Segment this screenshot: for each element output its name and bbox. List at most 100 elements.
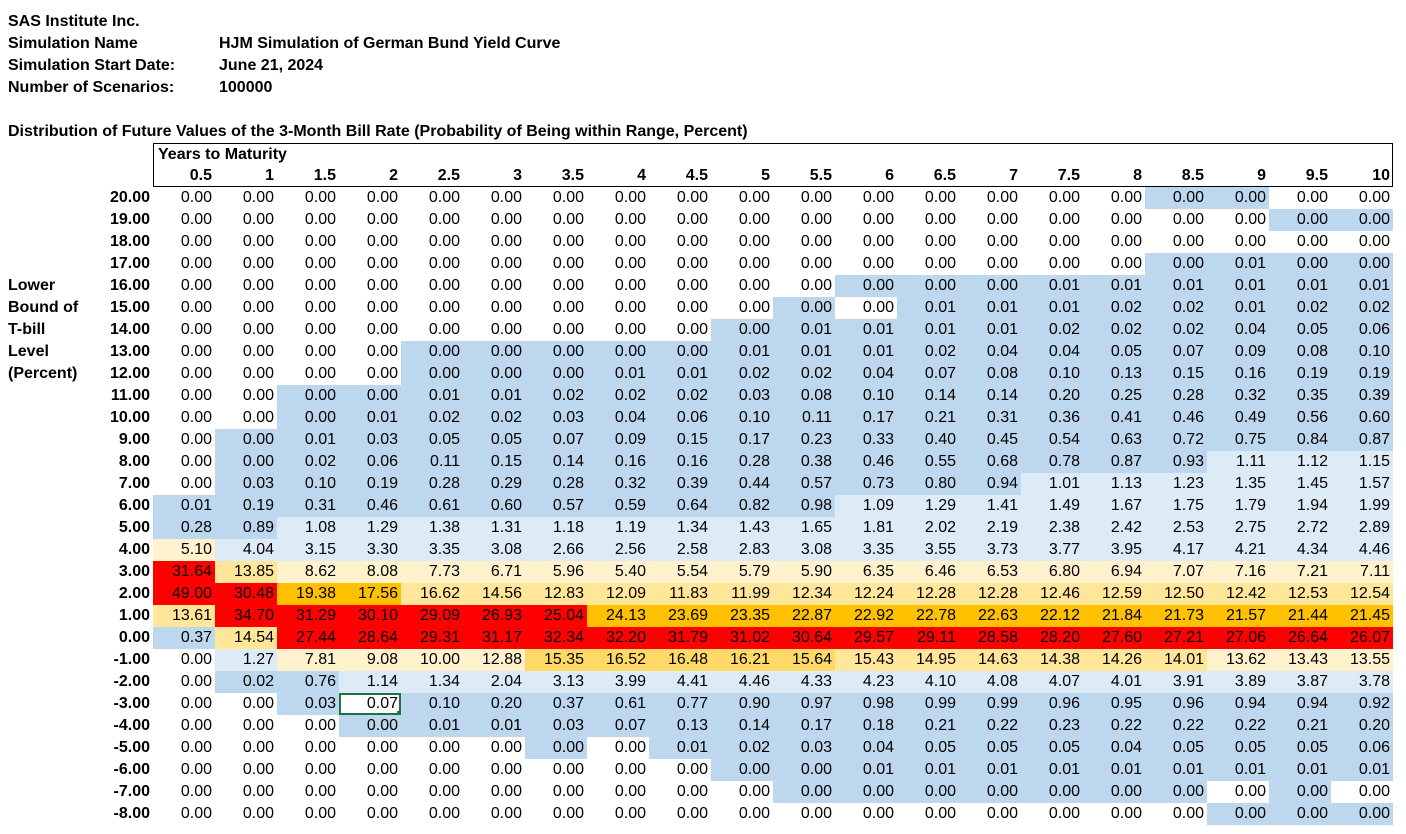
table-cell[interactable]: 13.55	[1331, 649, 1393, 671]
row-label[interactable]: 9.00	[118, 431, 150, 448]
table-cell[interactable]: 0.49	[1207, 407, 1269, 429]
table-cell[interactable]: 0.00	[153, 341, 215, 363]
table-cell[interactable]: 0.20	[1331, 715, 1393, 737]
table-cell[interactable]: 0.00	[711, 209, 773, 231]
table-cell[interactable]: 0.01	[897, 319, 959, 341]
table-cell[interactable]: 0.00	[463, 363, 525, 385]
table-cell[interactable]: 16.52	[587, 649, 649, 671]
table-cell[interactable]: 14.56	[463, 583, 525, 605]
table-cell[interactable]: 16.48	[649, 649, 711, 671]
table-cell[interactable]: 0.00	[463, 737, 525, 759]
table-cell[interactable]: 13.85	[215, 561, 277, 583]
table-cell[interactable]: 3.35	[835, 539, 897, 561]
table-cell[interactable]: 0.00	[463, 231, 525, 253]
table-cell[interactable]: 32.20	[587, 627, 649, 649]
table-cell[interactable]: 1.31	[463, 517, 525, 539]
table-cell[interactable]: 1.34	[649, 517, 711, 539]
table-cell[interactable]: 1.13	[1083, 473, 1145, 495]
table-cell[interactable]: 0.02	[1145, 319, 1207, 341]
table-cell[interactable]: 0.61	[401, 495, 463, 517]
table-cell[interactable]: 0.00	[153, 649, 215, 671]
table-cell[interactable]: 6.46	[897, 561, 959, 583]
row-label[interactable]: 12.00	[109, 365, 150, 382]
table-cell[interactable]: 12.83	[525, 583, 587, 605]
table-cell[interactable]: 0.00	[711, 231, 773, 253]
table-cell[interactable]: 30.64	[773, 627, 835, 649]
table-cell[interactable]: 0.00	[153, 209, 215, 231]
table-cell[interactable]: 1.23	[1145, 473, 1207, 495]
table-cell[interactable]: 0.00	[1269, 187, 1331, 209]
table-cell[interactable]: 0.00	[525, 231, 587, 253]
table-cell[interactable]: 4.41	[649, 671, 711, 693]
table-cell[interactable]: 0.00	[1145, 187, 1207, 209]
table-cell[interactable]: 7.16	[1207, 561, 1269, 583]
table-cell[interactable]: 0.16	[1207, 363, 1269, 385]
table-cell[interactable]: 0.00	[587, 803, 649, 825]
table-cell[interactable]: 0.92	[1331, 693, 1393, 715]
table-cell[interactable]: 3.78	[1331, 671, 1393, 693]
table-cell[interactable]: 0.00	[1083, 209, 1145, 231]
table-cell[interactable]: 0.29	[463, 473, 525, 495]
table-cell[interactable]: 0.01	[339, 407, 401, 429]
table-cell[interactable]: 0.08	[959, 363, 1021, 385]
table-cell[interactable]: 0.68	[959, 451, 1021, 473]
table-cell[interactable]: 0.00	[711, 297, 773, 319]
table-cell[interactable]: 21.45	[1331, 605, 1393, 627]
table-cell[interactable]: 49.00	[153, 583, 215, 605]
table-cell[interactable]: 1.41	[959, 495, 1021, 517]
table-cell[interactable]: 1.49	[1021, 495, 1083, 517]
table-cell[interactable]: 0.05	[1021, 737, 1083, 759]
table-cell[interactable]: 0.00	[401, 231, 463, 253]
table-cell[interactable]: 0.38	[773, 451, 835, 473]
table-cell[interactable]: 31.79	[649, 627, 711, 649]
table-cell[interactable]: 0.04	[1083, 737, 1145, 759]
table-cell[interactable]: 0.28	[401, 473, 463, 495]
table-cell[interactable]: 0.15	[649, 429, 711, 451]
table-cell[interactable]: 1.81	[835, 517, 897, 539]
table-cell[interactable]: 0.05	[1269, 319, 1331, 341]
table-cell[interactable]: 0.00	[401, 803, 463, 825]
table-cell[interactable]: 0.06	[649, 407, 711, 429]
table-cell[interactable]: 0.21	[1269, 715, 1331, 737]
table-cell[interactable]: 29.57	[835, 627, 897, 649]
table-cell[interactable]: 4.10	[897, 671, 959, 693]
table-cell[interactable]: 0.02	[525, 385, 587, 407]
table-cell[interactable]: 0.01	[773, 319, 835, 341]
table-cell[interactable]: 6.71	[463, 561, 525, 583]
table-cell[interactable]: 0.01	[649, 363, 711, 385]
table-cell[interactable]: 4.21	[1207, 539, 1269, 561]
table-cell[interactable]: 0.41	[1083, 407, 1145, 429]
table-cell[interactable]: 0.00	[773, 759, 835, 781]
table-cell[interactable]: 0.57	[773, 473, 835, 495]
table-cell[interactable]: 0.00	[587, 297, 649, 319]
table-cell[interactable]: 0.59	[587, 495, 649, 517]
table-cell[interactable]: 6.94	[1083, 561, 1145, 583]
table-cell[interactable]: 0.20	[463, 693, 525, 715]
table-cell[interactable]: 0.00	[401, 781, 463, 803]
table-cell[interactable]: 0.00	[649, 275, 711, 297]
table-cell[interactable]: 0.00	[773, 803, 835, 825]
table-cell[interactable]: 34.70	[215, 605, 277, 627]
table-cell[interactable]: 0.00	[277, 781, 339, 803]
table-cell[interactable]: 0.01	[1083, 275, 1145, 297]
table-cell[interactable]: 0.00	[1021, 209, 1083, 231]
table-cell[interactable]: 0.00	[711, 253, 773, 275]
table-cell[interactable]: 0.00	[463, 209, 525, 231]
table-cell[interactable]: 0.00	[339, 297, 401, 319]
table-cell[interactable]: 2.02	[897, 517, 959, 539]
table-cell[interactable]: 14.54	[215, 627, 277, 649]
table-cell[interactable]: 0.28	[1145, 385, 1207, 407]
table-cell[interactable]: 0.00	[339, 319, 401, 341]
table-cell[interactable]: 19.38	[277, 583, 339, 605]
table-cell[interactable]: 15.35	[525, 649, 587, 671]
table-cell[interactable]: 13.62	[1207, 649, 1269, 671]
table-cell[interactable]: 5.10	[153, 539, 215, 561]
table-cell[interactable]: 0.00	[1269, 231, 1331, 253]
column-header[interactable]: 8.5	[1181, 167, 1204, 184]
table-cell[interactable]: 0.09	[587, 429, 649, 451]
table-cell[interactable]: 0.00	[587, 187, 649, 209]
row-label[interactable]: 15.00	[109, 299, 150, 316]
table-cell[interactable]: 1.01	[1021, 473, 1083, 495]
table-cell[interactable]: 0.00	[773, 297, 835, 319]
table-cell[interactable]: 0.00	[1021, 231, 1083, 253]
